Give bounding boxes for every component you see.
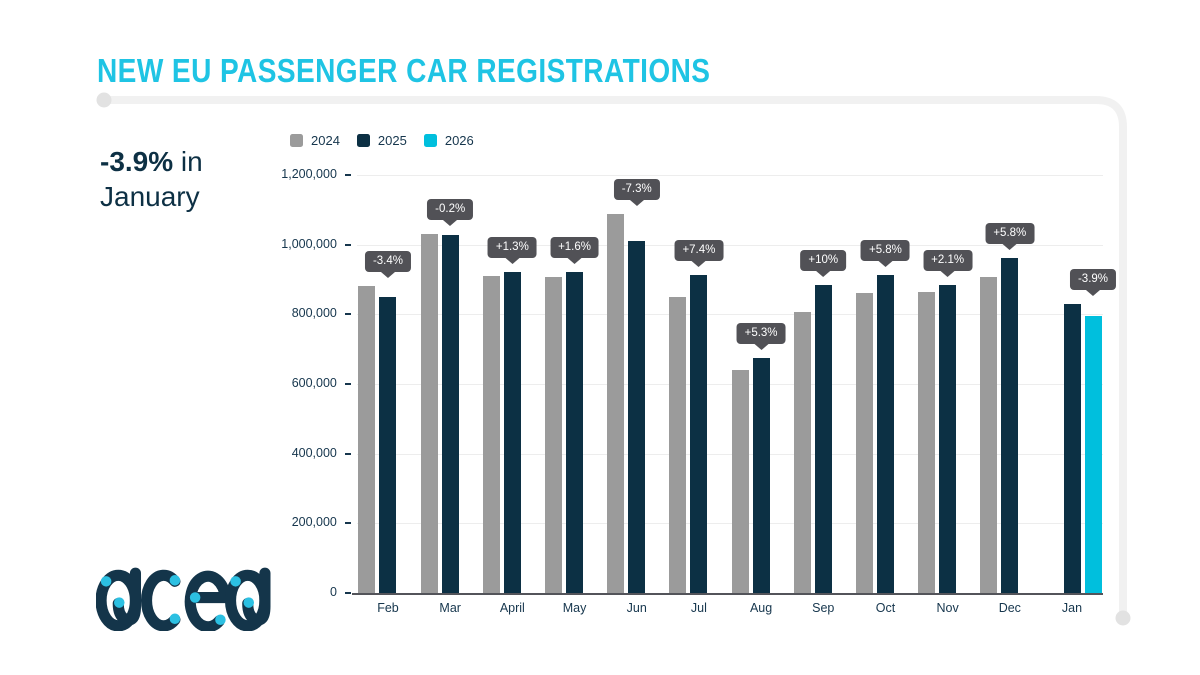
x-axis-label: Oct [875,601,896,615]
gridline [356,244,1104,246]
x-axis-label: Jan [1061,601,1083,615]
highlight-callout: -3.9% in January [100,144,260,214]
legend-label: 2025 [377,133,407,148]
y-axis-tick [344,313,351,316]
change-badge: +10% [800,249,847,271]
bar-sep-2025 [814,284,832,593]
y-axis-label: 400,000 [291,445,337,460]
bar-jul-2024 [669,296,687,593]
x-axis-label: Feb [377,601,399,615]
bar-dec-2025 [1001,258,1019,593]
y-axis-label: 1,000,000 [281,236,337,251]
x-axis-label: May [562,601,587,615]
bar-oct-2025 [876,275,894,593]
gridline [356,174,1104,176]
legend-item-2026: 2026 [423,133,474,148]
legend-swatch [290,134,303,147]
y-axis-tick [344,592,351,594]
change-badge: -3.9% [1069,269,1117,291]
bar-mar-2025 [441,234,459,593]
x-axis-label: Jun [626,601,647,615]
bar-feb-2025 [379,296,397,593]
y-axis-tick [344,173,351,176]
gridline [356,523,1104,525]
highlight-text: in January [100,146,203,212]
y-axis-tick [344,522,351,525]
bar-jan-2026 [1084,315,1102,593]
bar-april-2025 [503,271,521,593]
legend-label: 2026 [444,133,474,148]
bar-jun-2025 [628,241,646,593]
legend-swatch [356,134,370,147]
bar-jan-2025 [1063,304,1081,593]
y-axis-tick [344,382,351,385]
bar-sep-2024 [793,312,811,593]
legend-item-2025: 2025 [356,133,407,148]
gridline [356,383,1104,385]
change-badge: -3.4% [364,251,412,273]
bar-may-2024 [545,276,563,593]
chart-legend: 2024 2025 2026 [290,133,474,148]
legend-item-2024: 2024 [290,133,340,148]
acea-dots [100,575,255,626]
change-badge: +2.1% [923,250,973,272]
bar-mar-2024 [420,234,438,593]
x-axis-label: April [499,601,525,615]
change-badge: +7.4% [674,239,724,261]
bar-jun-2024 [607,213,625,593]
x-axis-label: Aug [749,601,773,615]
change-badge: +1.3% [487,236,537,258]
x-axis-label: Nov [936,601,959,615]
y-axis-label: 800,000 [291,306,337,321]
change-badge: -0.2% [427,199,474,221]
bar-april-2024 [482,275,500,593]
change-badge: +5.8% [985,223,1035,245]
bar-may-2025 [566,271,584,593]
y-axis-label: 0 [329,585,337,599]
x-axis-label: Sep [812,601,835,615]
highlight-value: -3.9% [100,146,174,177]
x-axis-label: Mar [439,601,461,615]
x-axis-line [351,593,1104,595]
gridline [356,314,1104,316]
acea-logo [96,567,271,631]
x-axis-label: Jul [690,601,707,615]
bar-aug-2025 [752,358,770,593]
y-axis-tick [344,452,351,455]
legend-swatch [423,134,437,147]
bar-aug-2024 [731,369,749,593]
bar-jul-2025 [690,274,708,593]
y-axis-label: 1,200,000 [281,166,337,181]
change-badge: +1.6% [550,236,599,258]
bar-dec-2024 [980,276,998,593]
change-badge: +5.8% [860,240,910,262]
gridline [356,453,1104,455]
bar-nov-2025 [939,285,957,593]
change-badge: -7.3% [613,178,660,200]
change-badge: +5.3% [736,323,786,345]
bar-feb-2024 [358,286,376,593]
y-axis-tick [344,243,351,246]
y-axis-label: 200,000 [291,515,337,530]
legend-label: 2024 [311,133,340,148]
bar-nov-2024 [918,291,936,593]
page-title: NEW EU PASSENGER CAR REGISTRATIONS [97,52,711,89]
bar-oct-2024 [855,292,873,593]
y-axis-label: 600,000 [291,375,337,390]
x-axis-label: Dec [998,601,1021,615]
